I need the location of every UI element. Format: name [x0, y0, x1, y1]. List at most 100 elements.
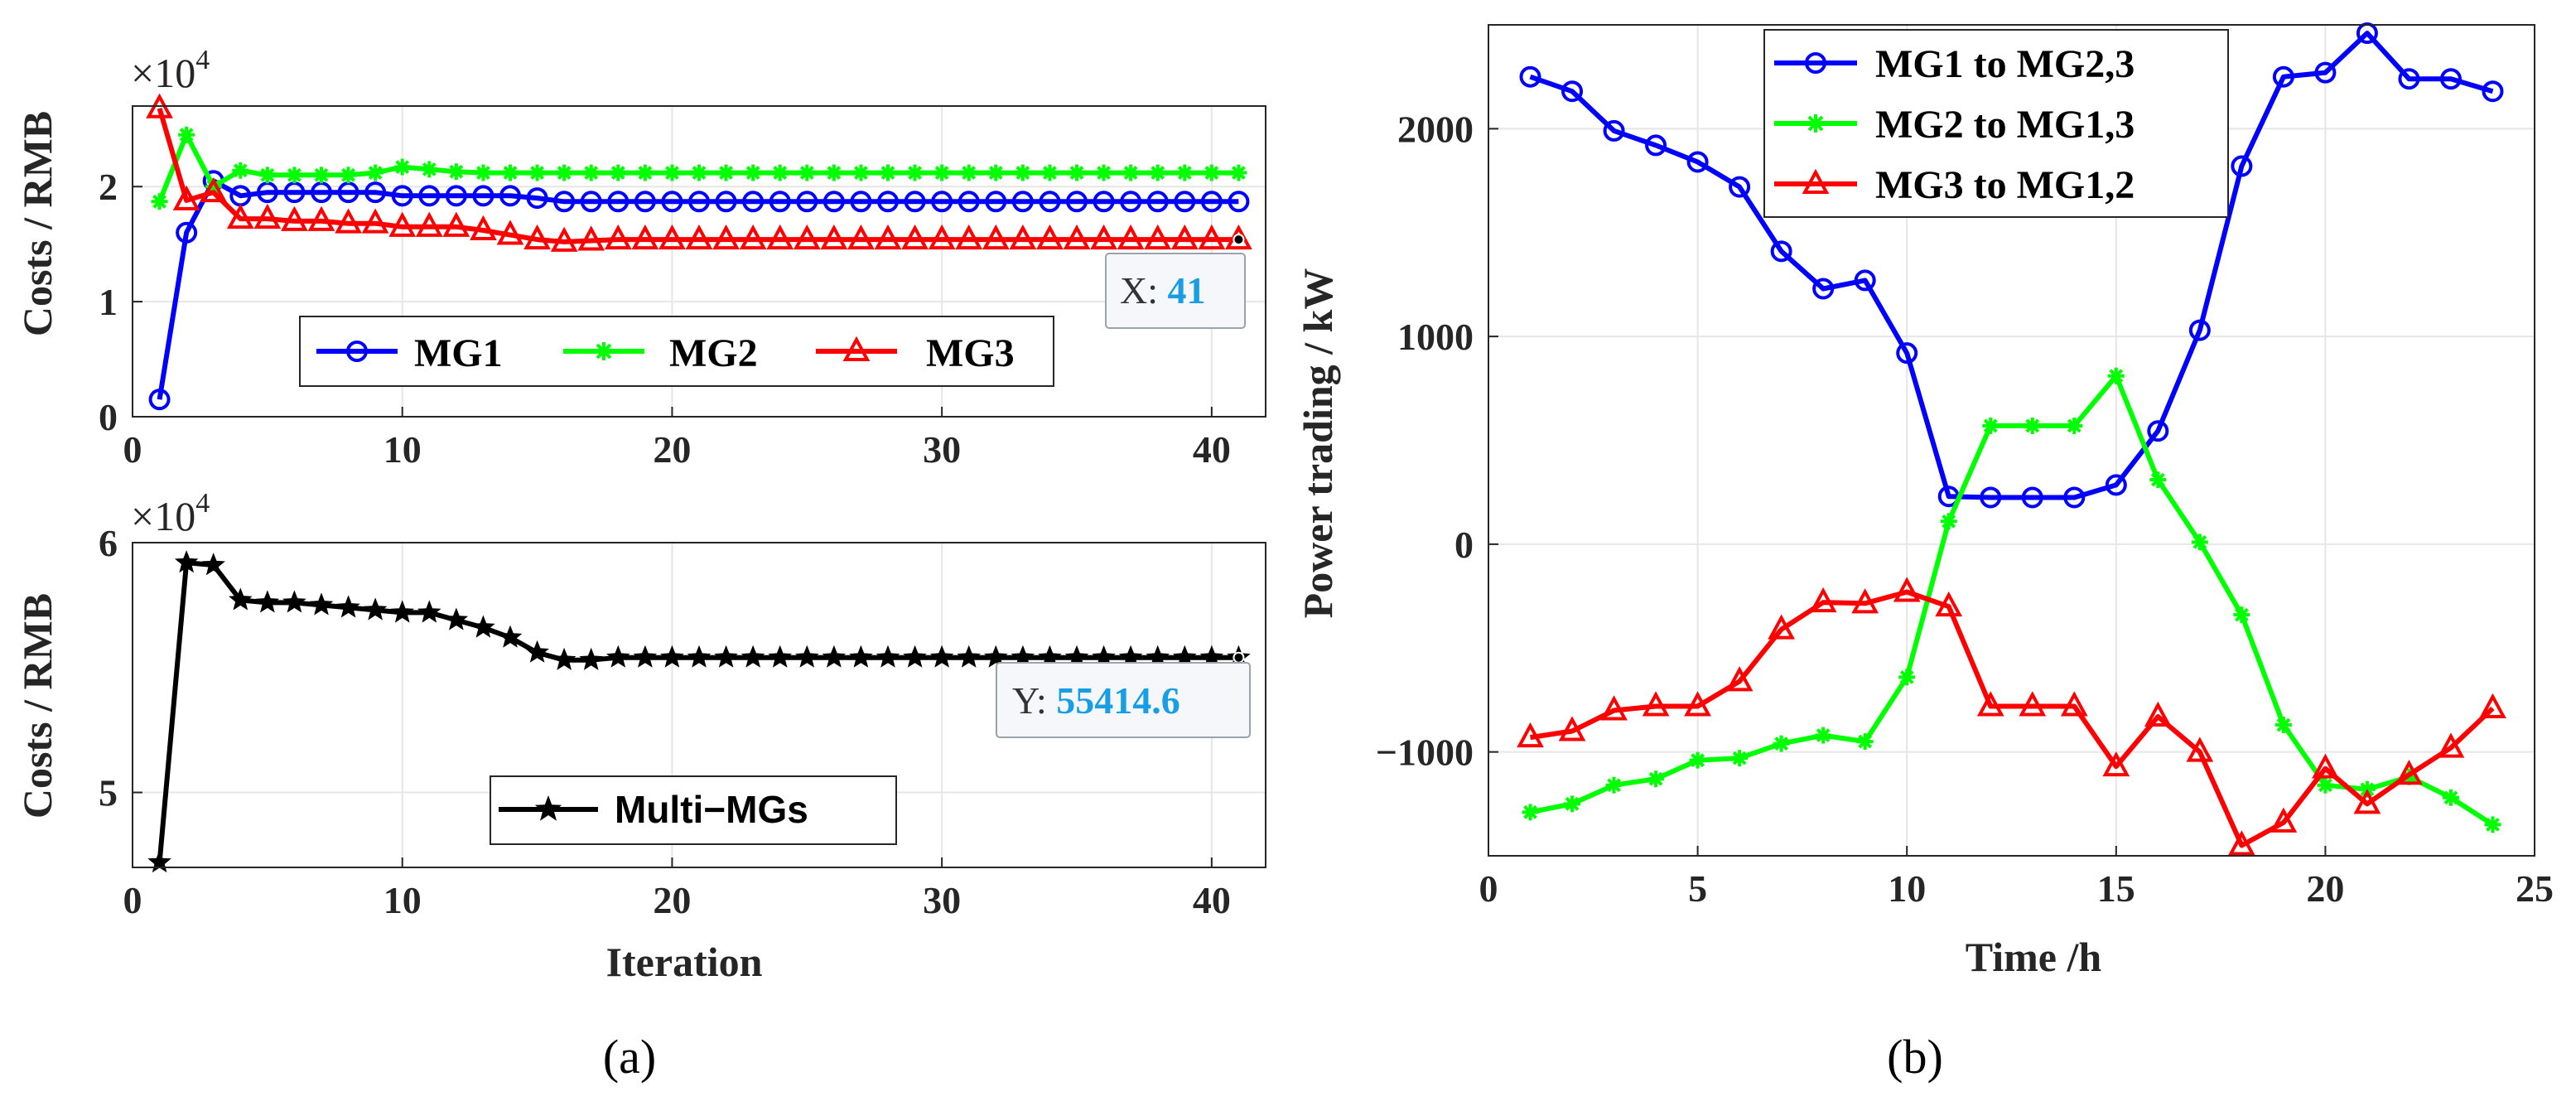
data-point	[550, 226, 578, 252]
panel-b-caption: (b)	[1887, 1030, 1943, 1084]
a-top-datatip: X: 41	[1105, 253, 1246, 329]
data-point	[960, 164, 977, 181]
data-point	[985, 191, 1007, 213]
data-point	[2353, 789, 2381, 814]
data-point	[2395, 760, 2423, 785]
x-tick-label: 10	[384, 879, 422, 921]
data-point	[877, 191, 899, 213]
data-point	[525, 640, 549, 663]
data-point	[472, 185, 494, 207]
data-point	[498, 625, 523, 648]
a-bottom-datatip-text: Y: 55414.6	[1012, 679, 1180, 722]
x-tick-label: 30	[923, 428, 961, 471]
data-point	[1684, 691, 1711, 717]
x-tick-label: 20	[2306, 867, 2344, 910]
data-point	[658, 224, 686, 250]
data-point	[390, 600, 414, 623]
data-point	[685, 224, 713, 250]
a-top-ylabel: Costs / RMB	[14, 111, 60, 336]
data-point	[201, 553, 225, 576]
data-point	[253, 203, 282, 229]
data-point	[1176, 164, 1194, 181]
data-point	[361, 208, 389, 234]
data-point	[742, 191, 765, 213]
data-point	[1090, 224, 1117, 250]
data-point	[906, 164, 924, 181]
data-point	[847, 224, 875, 250]
data-point	[2439, 68, 2462, 90]
data-point	[1815, 727, 1832, 744]
a-top-frame	[132, 105, 1266, 418]
data-point	[2479, 693, 2506, 718]
data-point	[421, 161, 438, 178]
data-point	[2312, 753, 2339, 779]
axes-a-top: ×104 Costs / RMB 0 10 20 30 40 0 1 2 MG1 MG2 MG…	[14, 45, 1266, 471]
data-point	[687, 645, 712, 668]
data-point	[955, 224, 983, 250]
data-point	[309, 592, 334, 616]
data-point	[958, 191, 980, 213]
data-point	[2442, 789, 2459, 806]
x-tick-label: 30	[923, 879, 961, 921]
data-point	[2317, 776, 2334, 794]
legend-marker-mg1	[346, 340, 368, 362]
legend-marker-mg2-to-mg13	[1807, 114, 1825, 133]
data-point	[556, 164, 573, 181]
data-point	[2102, 751, 2130, 777]
data-point	[1642, 691, 1670, 717]
data-point	[739, 224, 767, 250]
data-point	[2272, 65, 2294, 88]
data-point	[1898, 669, 1916, 686]
data-point	[1686, 151, 1709, 173]
data-point	[2024, 417, 2041, 434]
data-point	[415, 211, 443, 237]
data-point	[849, 645, 873, 668]
data-point	[2147, 420, 2169, 442]
legend-label-mg3: MG3	[926, 331, 1015, 375]
data-point	[200, 176, 228, 203]
data-point	[1149, 164, 1166, 181]
data-point	[982, 224, 1010, 250]
data-point	[1773, 735, 1790, 752]
data-point	[717, 164, 735, 181]
legend-marker-mg3	[842, 336, 871, 361]
data-point	[798, 164, 816, 181]
data-point	[1228, 191, 1250, 213]
data-point	[795, 645, 819, 668]
data-point	[1729, 176, 1751, 198]
data-point	[769, 191, 791, 213]
data-point	[1120, 191, 1142, 213]
data-point	[232, 162, 249, 179]
data-point	[523, 224, 551, 250]
data-point	[1069, 164, 1085, 181]
y-tick-label: 0	[99, 396, 118, 438]
data-point	[712, 224, 740, 250]
data-point	[880, 164, 896, 181]
a-bottom-scale-label: ×104	[131, 488, 210, 539]
data-point	[2188, 319, 2211, 341]
data-point	[1522, 804, 1539, 821]
a-bottom-frame	[132, 542, 1266, 868]
data-point	[633, 645, 658, 668]
data-point	[282, 590, 306, 613]
x-tick-label: 15	[2097, 867, 2135, 910]
data-point	[1809, 587, 1837, 613]
y-tick-label: 0	[1454, 524, 1474, 566]
data-point	[2063, 486, 2086, 509]
a-bottom-legend: Multi−MGs	[490, 775, 897, 845]
data-point	[745, 164, 762, 181]
data-point	[2107, 367, 2125, 384]
data-point	[226, 203, 254, 229]
data-point	[528, 164, 546, 181]
data-point	[607, 191, 630, 213]
data-point	[176, 221, 198, 244]
data-point	[367, 164, 384, 181]
data-point	[2149, 471, 2167, 489]
y-tick-label: 1000	[1397, 316, 1474, 358]
data-point	[496, 220, 524, 245]
legend-label-multi-mgs: Multi−MGs	[615, 788, 808, 831]
data-point	[876, 645, 900, 668]
data-point	[1066, 191, 1088, 213]
x-tick-label: 20	[653, 879, 691, 921]
data-point	[442, 211, 470, 237]
